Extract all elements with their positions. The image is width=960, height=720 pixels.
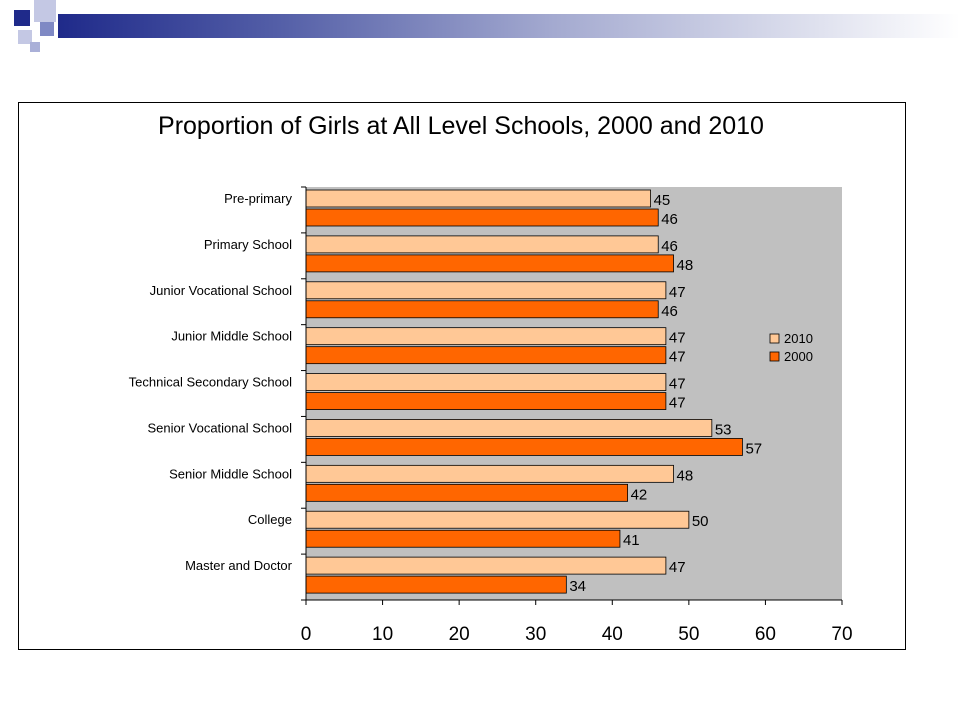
data-label-2000-5: 47 bbox=[669, 395, 686, 412]
legend-swatch-2000 bbox=[770, 352, 779, 361]
bar-2010-5 bbox=[306, 374, 666, 391]
data-label-2010-6: 53 bbox=[715, 421, 732, 438]
data-label-2010-8: 50 bbox=[692, 513, 709, 530]
data-label-2010-4: 47 bbox=[669, 330, 686, 347]
bar-2000-5 bbox=[306, 393, 666, 410]
bar-2000-8 bbox=[306, 530, 620, 547]
bar-2010-4 bbox=[306, 328, 666, 345]
category-label: Pre-primary bbox=[224, 191, 292, 206]
x-tick-label: 10 bbox=[372, 624, 393, 645]
data-label-2010-9: 47 bbox=[669, 559, 686, 576]
data-label-2000-8: 41 bbox=[623, 532, 640, 549]
bar-2000-3 bbox=[306, 301, 658, 318]
x-tick-label: 60 bbox=[755, 624, 776, 645]
category-label: Senior Middle School bbox=[169, 466, 292, 481]
data-label-2000-2: 48 bbox=[677, 257, 694, 274]
category-label: Primary School bbox=[204, 237, 292, 252]
legend-label-2010: 2010 bbox=[784, 331, 813, 346]
data-label-2010-3: 47 bbox=[669, 284, 686, 301]
category-label: Master and Doctor bbox=[185, 558, 293, 573]
bar-2000-6 bbox=[306, 438, 742, 455]
data-label-2010-2: 46 bbox=[661, 238, 678, 255]
x-tick-label: 70 bbox=[831, 624, 852, 645]
x-tick-label: 40 bbox=[602, 624, 623, 645]
bar-2000-7 bbox=[306, 484, 628, 501]
legend-swatch-2010 bbox=[770, 334, 779, 343]
category-label: Junior Vocational School bbox=[150, 283, 292, 298]
bar-2000-2 bbox=[306, 255, 674, 272]
bar-2000-1 bbox=[306, 209, 658, 226]
data-label-2000-9: 34 bbox=[569, 578, 586, 595]
bar-chart: 45 46 47 47 47 53 48 50 47 46 48 46 47 47 57 42 41 34 Pre-… bbox=[0, 0, 960, 720]
bar-2000-9 bbox=[306, 576, 566, 593]
category-label: Technical Secondary School bbox=[129, 375, 292, 390]
bar-2010-3 bbox=[306, 282, 666, 299]
category-label: Junior Middle School bbox=[171, 329, 292, 344]
bar-2010-8 bbox=[306, 511, 689, 528]
data-label-2010-5: 47 bbox=[669, 376, 686, 393]
data-label-2000-7: 42 bbox=[631, 486, 648, 503]
bar-2000-4 bbox=[306, 347, 666, 364]
data-label-2000-4: 47 bbox=[669, 349, 686, 366]
bar-2010-7 bbox=[306, 465, 674, 482]
bar-2010-1 bbox=[306, 190, 651, 207]
category-label: College bbox=[248, 512, 292, 527]
x-tick-label: 30 bbox=[525, 624, 546, 645]
data-label-2010-7: 48 bbox=[677, 467, 694, 484]
bar-2010-9 bbox=[306, 557, 666, 574]
x-tick-label: 50 bbox=[678, 624, 699, 645]
data-label-2000-3: 46 bbox=[661, 303, 678, 320]
bar-2010-6 bbox=[306, 419, 712, 436]
x-tick-label: 20 bbox=[449, 624, 470, 645]
data-label-2010-1: 45 bbox=[654, 192, 671, 209]
x-tick-label: 0 bbox=[301, 624, 312, 645]
legend-label-2000: 2000 bbox=[784, 349, 813, 364]
data-label-2000-1: 46 bbox=[661, 211, 678, 228]
data-label-2000-6: 57 bbox=[745, 440, 762, 457]
bar-2010-2 bbox=[306, 236, 658, 253]
category-label: Senior Vocational School bbox=[147, 420, 292, 435]
